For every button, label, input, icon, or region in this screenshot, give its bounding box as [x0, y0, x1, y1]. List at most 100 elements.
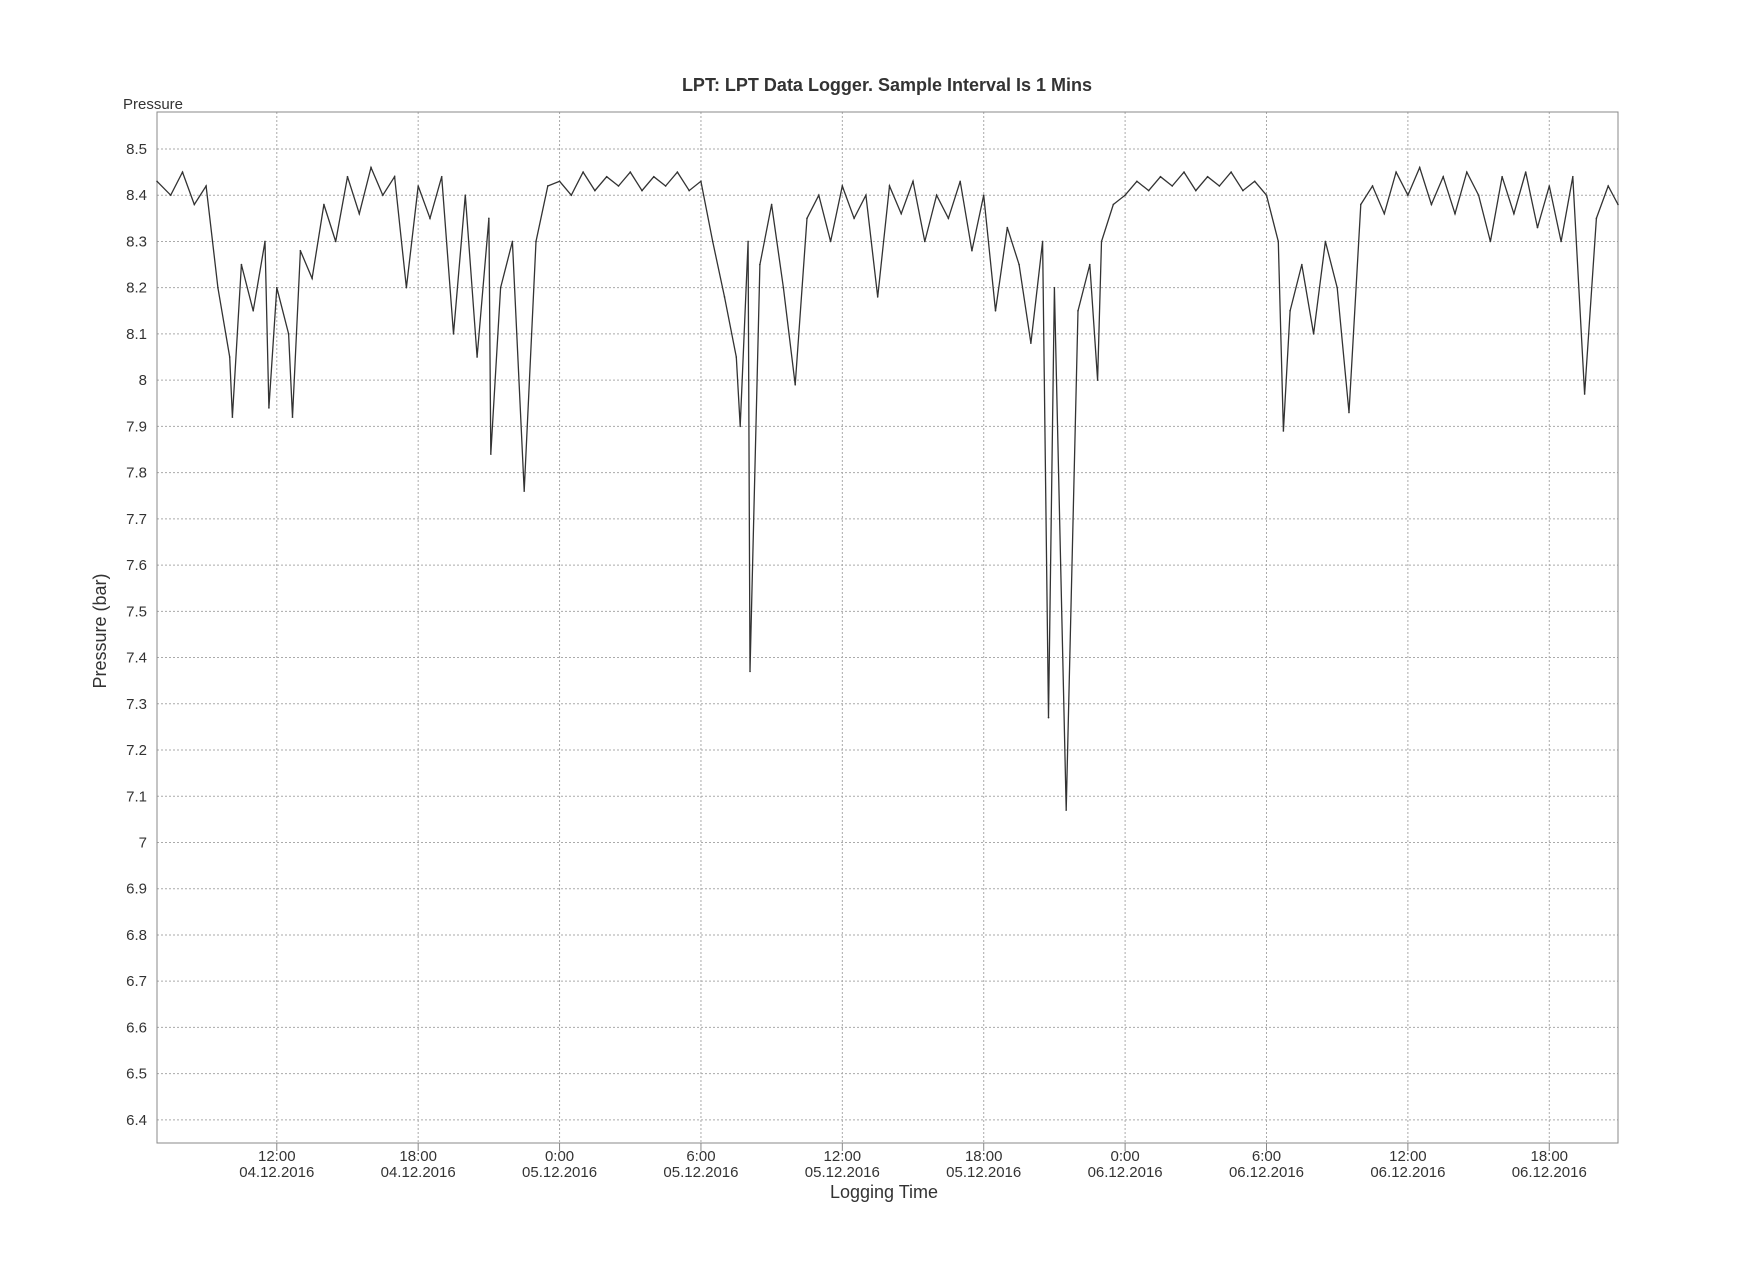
- x-tick-date: 06.12.2016: [1370, 1164, 1445, 1181]
- data-point: [900, 212, 903, 215]
- data-point: [747, 240, 749, 243]
- data-point: [1206, 175, 1209, 178]
- y-tick-label: 7.8: [126, 465, 147, 482]
- data-point: [1442, 175, 1445, 178]
- data-point: [1524, 171, 1527, 173]
- x-tick-date: 05.12.2016: [663, 1164, 738, 1181]
- data-point: [217, 286, 219, 289]
- x-axis-label: Logging Time: [830, 1182, 938, 1202]
- data-point: [594, 189, 596, 192]
- data-point: [1501, 175, 1503, 178]
- data-point: [1607, 185, 1609, 187]
- data-point: [1465, 171, 1468, 173]
- y-tick-label: 6.8: [126, 927, 147, 944]
- data-point: [841, 185, 844, 187]
- data-point: [711, 240, 714, 243]
- data-point: [205, 185, 207, 187]
- x-tick-date: 05.12.2016: [805, 1164, 880, 1181]
- data-point: [1171, 185, 1174, 187]
- data-point: [1006, 226, 1009, 229]
- data-point: [1065, 809, 1067, 811]
- data-point: [1282, 430, 1285, 432]
- data-point: [299, 249, 302, 252]
- plot-frame: [156, 111, 1619, 1144]
- data-point: [782, 286, 785, 289]
- data-point: [605, 175, 608, 178]
- data-point: [1324, 240, 1327, 243]
- chart-title: LPT: LPT Data Logger. Sample Interval Is…: [682, 75, 1092, 95]
- y-tick-label: 7.6: [126, 557, 147, 574]
- data-point: [464, 194, 467, 197]
- data-point: [1124, 194, 1126, 197]
- data-point: [1560, 240, 1562, 243]
- data-point: [358, 212, 361, 215]
- data-point: [382, 194, 384, 197]
- data-point: [806, 217, 808, 220]
- data-point: [287, 333, 290, 335]
- data-point: [1371, 185, 1374, 187]
- data-point: [264, 240, 266, 243]
- data-point: [393, 175, 396, 178]
- data-point: [405, 286, 408, 289]
- y-tick-label: 7.5: [126, 603, 147, 620]
- data-point: [794, 383, 797, 386]
- y-tick-label: 8.2: [126, 280, 147, 297]
- x-tick-time: 6:00: [686, 1148, 715, 1165]
- data-point: [417, 185, 419, 187]
- data-point: [1336, 286, 1338, 289]
- x-tick-date: 05.12.2016: [946, 1164, 1021, 1181]
- x-tick-time: 0:00: [1111, 1148, 1140, 1165]
- data-point: [1041, 240, 1044, 243]
- data-point: [582, 171, 584, 173]
- data-point: [570, 194, 573, 197]
- x-tick-date: 06.12.2016: [1088, 1164, 1163, 1181]
- series-label: Pressure: [123, 96, 183, 113]
- data-point: [1583, 393, 1586, 395]
- data-point: [268, 407, 270, 409]
- data-point: [1159, 175, 1162, 178]
- data-point: [1112, 203, 1115, 206]
- data-point: [924, 240, 926, 243]
- y-tick-label: 7.2: [126, 742, 147, 759]
- data-point: [1536, 226, 1539, 229]
- data-point: [1018, 263, 1020, 266]
- data-point: [1047, 716, 1050, 719]
- data-point: [664, 185, 667, 187]
- data-point: [1513, 212, 1515, 215]
- y-tick-label: 7: [139, 834, 147, 851]
- data-point: [829, 240, 832, 243]
- y-tick-label: 8.3: [126, 233, 147, 250]
- y-tick-label: 6.4: [126, 1112, 147, 1129]
- data-point: [982, 194, 985, 197]
- data-point: [971, 249, 973, 252]
- data-point: [1348, 411, 1350, 414]
- data-point: [511, 240, 514, 243]
- data-point: [291, 416, 294, 418]
- data-point: [1147, 189, 1150, 192]
- y-axis-label: Pressure (bar): [90, 573, 110, 688]
- x-tick-time: 18:00: [965, 1148, 1003, 1165]
- data-point: [181, 171, 184, 173]
- data-point: [959, 180, 961, 183]
- data-point: [252, 310, 255, 312]
- data-point: [749, 670, 751, 673]
- data-point: [231, 416, 234, 418]
- y-tick-label: 6.6: [126, 1019, 147, 1036]
- data-point: [739, 425, 742, 428]
- data-point: [1242, 189, 1244, 192]
- x-tick-date: 04.12.2016: [381, 1164, 456, 1181]
- data-point: [629, 171, 632, 173]
- data-point: [1088, 263, 1091, 266]
- y-tick-label: 6.7: [126, 973, 147, 990]
- data-points: [156, 166, 1619, 811]
- data-point: [1454, 212, 1456, 215]
- data-point: [653, 175, 655, 178]
- data-point: [641, 189, 643, 192]
- x-tick-time: 18:00: [1530, 1148, 1568, 1165]
- data-point: [876, 296, 879, 298]
- data-point: [817, 194, 820, 197]
- x-tick-time: 12:00: [824, 1148, 862, 1165]
- data-point: [1230, 171, 1232, 173]
- data-point: [1195, 189, 1197, 192]
